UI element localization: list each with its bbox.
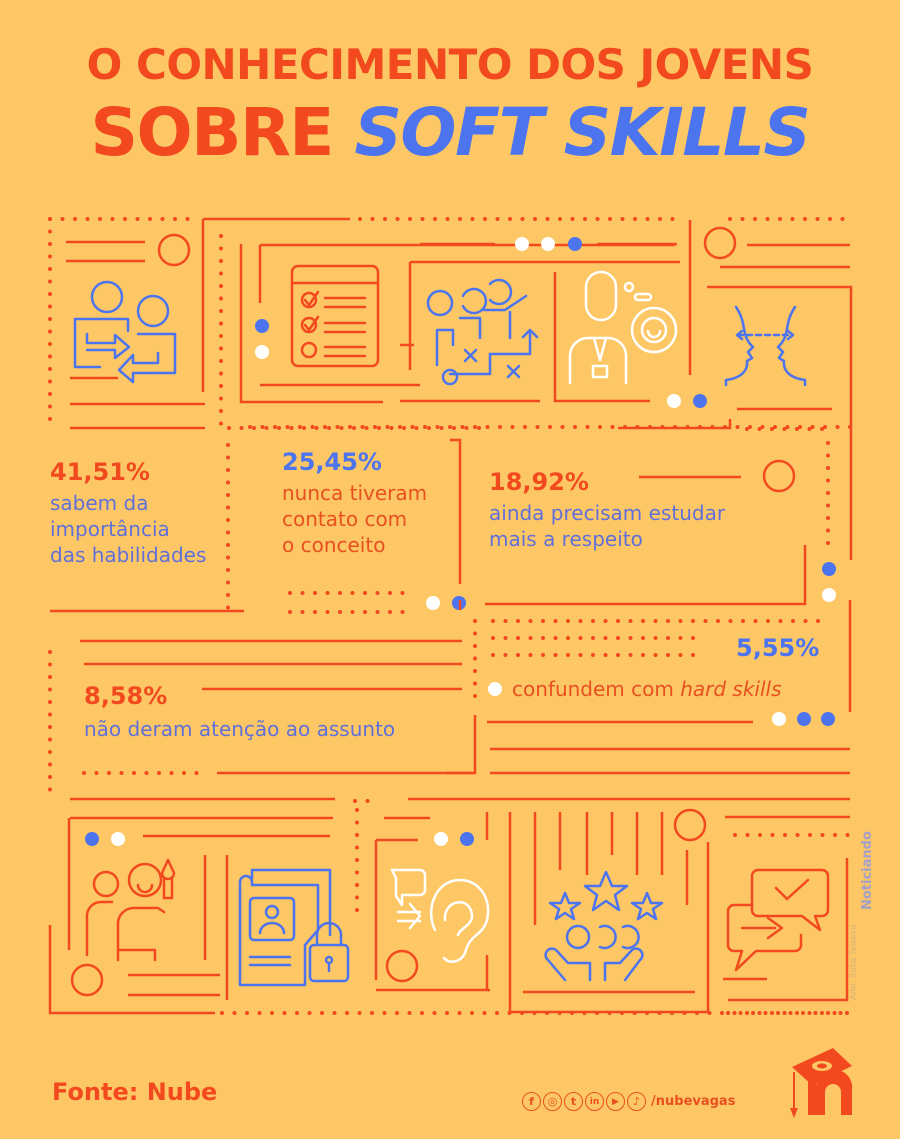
noticiando-brand: Noticiando bbox=[860, 831, 875, 910]
stat-4-text: confundem com bbox=[512, 677, 681, 701]
headline-soft-skills: SOFT SKILLS bbox=[354, 94, 811, 171]
stat-1-description: sabem da importância das habilidades bbox=[50, 490, 206, 568]
stat-block-1: 41,51% sabem da importância das habilida… bbox=[50, 460, 206, 568]
facebook-icon[interactable]: f bbox=[522, 1092, 541, 1111]
nube-logo-icon bbox=[790, 1048, 853, 1118]
stat-1-line-1: sabem da bbox=[50, 491, 149, 515]
team-leadership-torch-icon bbox=[85, 858, 176, 962]
social-links: f ◎ t in ▶ ♪ /nubevagas bbox=[522, 1092, 735, 1111]
stat-block-4: confundem com hard skills bbox=[488, 676, 782, 702]
source-label: Fonte: Nube bbox=[52, 1078, 218, 1106]
stat-block-3: 18,92% ainda precisam estudar mais a res… bbox=[489, 470, 725, 552]
stat-block-2: 25,45% nunca tiveram contato com o conce… bbox=[282, 450, 427, 558]
stat-5-percent: 8,58% bbox=[84, 682, 168, 710]
stat-2-line-3: o conceito bbox=[282, 533, 386, 557]
active-listening-ear-icon bbox=[390, 868, 490, 963]
stat-1-line-3: das habilidades bbox=[50, 543, 207, 567]
stat-1-line-2: importância bbox=[50, 517, 170, 541]
stat-2-percent: 25,45% bbox=[282, 448, 382, 476]
stat-5-description: não deram atenção ao assunto bbox=[84, 717, 396, 741]
stat-3-description: ainda precisam estudar mais a respeito bbox=[489, 500, 725, 552]
team-strategy-icon bbox=[426, 278, 539, 386]
instagram-icon[interactable]: ◎ bbox=[543, 1092, 562, 1111]
stat-4-percent-value: 5,55% bbox=[736, 634, 820, 662]
tiktok-icon[interactable]: ♪ bbox=[627, 1092, 646, 1111]
stat-2-line-2: contato com bbox=[282, 507, 408, 531]
person-emotion-gear-icon bbox=[568, 270, 678, 385]
stat-3-percent: 18,92% bbox=[489, 468, 589, 496]
stat-2-line-1: nunca tiveram bbox=[282, 481, 428, 505]
headline-sobre: SOBRE bbox=[90, 94, 355, 171]
profile-document-lock-icon bbox=[238, 868, 350, 987]
rating-stars-people-icon bbox=[544, 870, 664, 982]
headline-line-2: SOBRE SOFT SKILLS bbox=[0, 100, 900, 166]
art-credit: Arte: Sofia Teixeira bbox=[848, 924, 858, 1000]
chat-approval-icon bbox=[726, 868, 830, 972]
bullet-dot bbox=[488, 682, 502, 696]
stat-block-5: 8,58% não deram atenção ao assunto bbox=[84, 684, 395, 742]
stat-4-percent: 5,55% bbox=[736, 636, 819, 660]
stat-3-line-1: ainda precisam estudar bbox=[489, 501, 726, 525]
stat-4-italic: hard skills bbox=[680, 677, 782, 701]
youtube-icon[interactable]: ▶ bbox=[606, 1092, 625, 1111]
checklist-icon bbox=[290, 264, 380, 368]
people-exchange-icon bbox=[73, 280, 177, 384]
stat-4-description: confundem com hard skills bbox=[512, 676, 782, 702]
stat-1-percent: 41,51% bbox=[50, 458, 150, 486]
faces-communication-icon bbox=[724, 305, 807, 387]
stat-2-description: nunca tiveram contato com o conceito bbox=[282, 480, 427, 558]
linkedin-icon[interactable]: in bbox=[585, 1092, 604, 1111]
headline-line-1: O CONHECIMENTO DOS JOVENS bbox=[86, 40, 814, 89]
twitter-icon[interactable]: t bbox=[564, 1092, 583, 1111]
stat-3-line-2: mais a respeito bbox=[489, 527, 643, 551]
social-handle[interactable]: /nubevagas bbox=[651, 1094, 736, 1109]
